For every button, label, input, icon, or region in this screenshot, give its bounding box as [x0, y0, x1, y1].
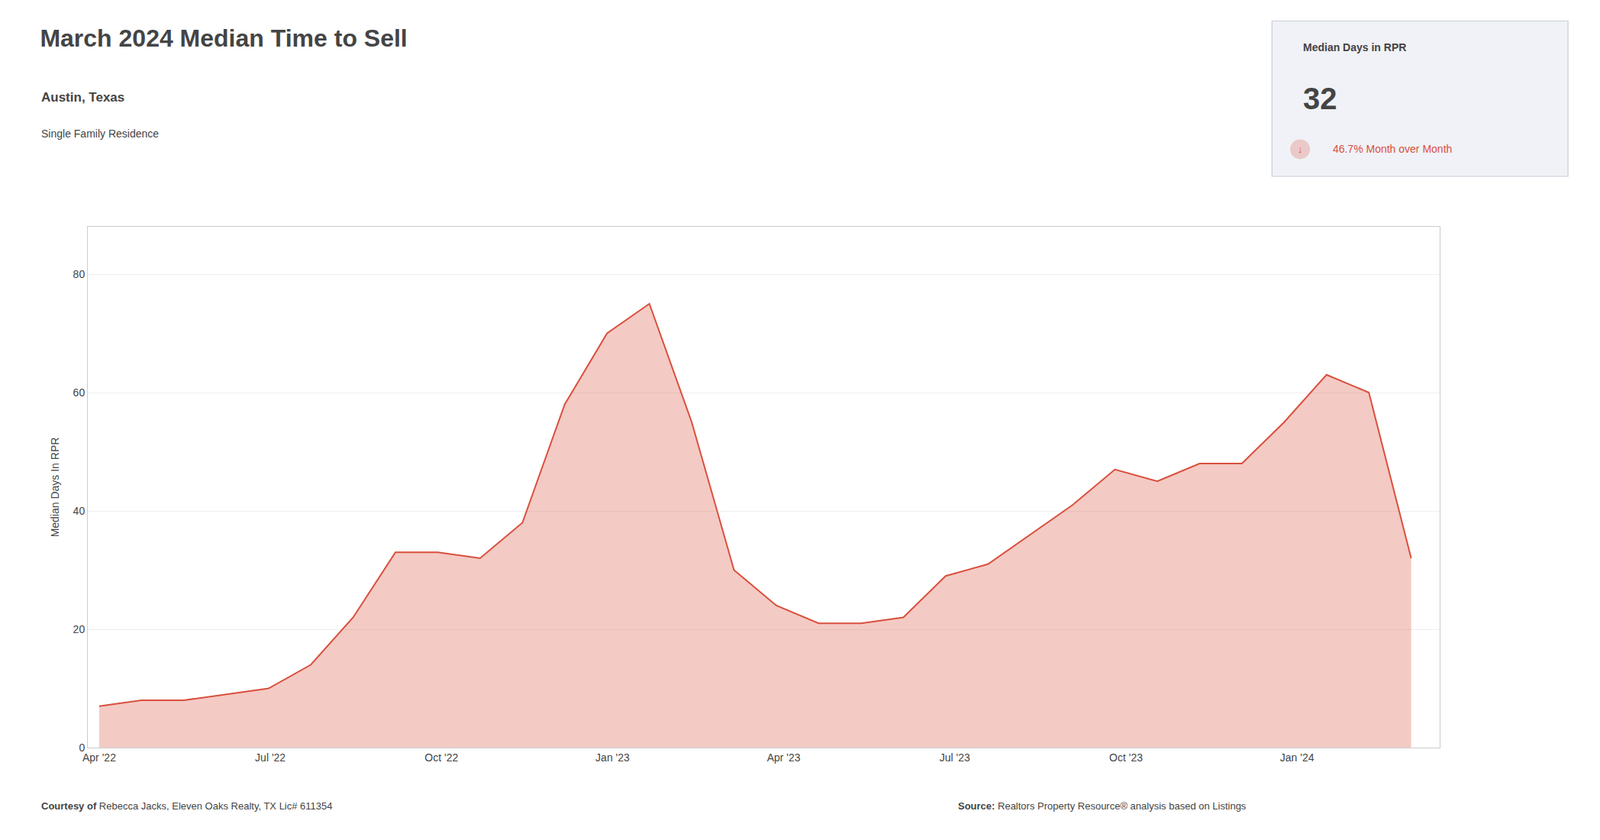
svg-text:60: 60 [73, 386, 86, 399]
svg-text:Median Days in RPR: Median Days in RPR [1303, 41, 1407, 54]
svg-text:Jul '23: Jul '23 [939, 751, 971, 764]
svg-text:Jul '22: Jul '22 [254, 751, 286, 764]
svg-text:Apr '22: Apr '22 [82, 751, 117, 764]
svg-text:Courtesy of Rebecca Jacks, Ele: Courtesy of Rebecca Jacks, Eleven Oaks R… [41, 800, 333, 812]
svg-text:46.7% Month over Month: 46.7% Month over Month [1329, 142, 1452, 155]
svg-text:Apr '23: Apr '23 [767, 751, 801, 764]
svg-text:Jan '23: Jan '23 [595, 751, 630, 764]
svg-text:80: 80 [73, 267, 86, 281]
svg-text:40: 40 [73, 504, 86, 517]
svg-text:Austin, Texas: Austin, Texas [41, 90, 125, 105]
svg-text:20: 20 [73, 622, 86, 636]
svg-text:Median Days In RPR: Median Days In RPR [48, 437, 62, 538]
svg-text:Source: Realtors Property Reso: Source: Realtors Property Resource® anal… [958, 800, 1247, 812]
svg-text:Single Family Residence: Single Family Residence [41, 127, 159, 140]
svg-text:Oct '22: Oct '22 [424, 751, 459, 764]
svg-text:Oct '23: Oct '23 [1109, 751, 1143, 764]
svg-text:Jan '24: Jan '24 [1280, 751, 1315, 764]
svg-text:32: 32 [1303, 81, 1338, 116]
svg-text:↓: ↓ [1297, 143, 1304, 155]
svg-text:March 2024 Median Time to Sell: March 2024 Median Time to Sell [39, 24, 407, 52]
svg-text:0: 0 [78, 741, 85, 754]
